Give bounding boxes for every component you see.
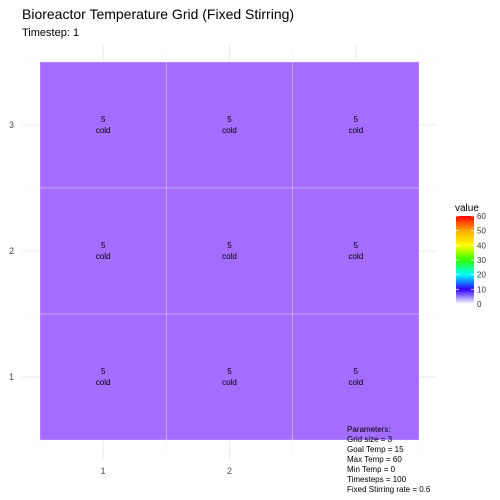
legend-tick-label: 0	[477, 300, 482, 309]
legend-tick-label: 20	[477, 271, 486, 280]
cell-value-label: 5	[354, 241, 359, 250]
heatmap-cell	[165, 61, 294, 189]
cell-value-label: 5	[101, 115, 106, 124]
param-line: Fixed Stirring rate = 0.6	[347, 485, 431, 494]
param-line: Max Temp = 60	[347, 455, 402, 464]
cell-status-label: cold	[96, 126, 111, 135]
legend-title: value	[455, 203, 479, 214]
heatmap-cell	[39, 313, 167, 441]
y-tick-label: 2	[9, 246, 14, 256]
y-axis-ticks: 1 2 3	[9, 120, 14, 382]
heatmap-cell	[39, 61, 167, 189]
parameters-annotation: Parameters: Grid size = 3 Goal Temp = 15…	[347, 425, 430, 495]
cell-status-label: cold	[348, 126, 363, 135]
y-tick-label: 1	[9, 372, 14, 382]
chart-title: Bioreactor Temperature Grid (Fixed Stirr…	[22, 6, 295, 22]
cell-status-label: cold	[222, 126, 237, 135]
color-legend: value 0 10 20 30 40 50 60	[455, 203, 486, 309]
cell-value-label: 5	[227, 241, 232, 250]
cell-labels: 5 cold 5 cold 5 cold 5 cold 5 cold 5 cold 5 cold 5 cold…	[96, 115, 363, 387]
cell-value-label: 5	[101, 367, 106, 376]
param-line: Min Temp = 0	[347, 465, 396, 474]
heatmap-cell	[165, 187, 294, 315]
cell-value-label: 5	[101, 241, 106, 250]
x-tick-label: 2	[227, 466, 232, 476]
x-tick-label: 1	[101, 466, 106, 476]
chart-subtitle: Timestep: 1	[22, 27, 80, 39]
cell-status-label: cold	[348, 252, 363, 261]
y-tick-label: 3	[9, 120, 14, 130]
heatmap-cell	[39, 187, 167, 315]
legend-tick-label: 10	[477, 285, 486, 294]
cell-value-label: 5	[354, 367, 359, 376]
heatmap-cell	[292, 187, 420, 315]
param-line: Parameters:	[347, 425, 391, 434]
heatmap-cell	[165, 313, 294, 441]
heatmap-cells	[39, 61, 420, 441]
cell-status-label: cold	[222, 378, 237, 387]
legend-tick-label: 60	[477, 212, 486, 221]
cell-value-label: 5	[354, 115, 359, 124]
cell-status-label: cold	[222, 252, 237, 261]
param-line: Goal Temp = 15	[347, 445, 404, 454]
param-line: Timesteps = 100	[347, 475, 407, 484]
legend-tick-label: 30	[477, 256, 486, 265]
heatmap-cell	[292, 313, 420, 441]
legend-tick-label: 40	[477, 241, 486, 250]
cell-status-label: cold	[96, 252, 111, 261]
cell-status-label: cold	[96, 378, 111, 387]
legend-tick-label: 50	[477, 227, 486, 236]
cell-value-label: 5	[227, 115, 232, 124]
legend-colorbar	[456, 216, 474, 304]
param-line: Grid size = 3	[347, 435, 393, 444]
heatmap-cell	[292, 61, 420, 189]
cell-value-label: 5	[227, 367, 232, 376]
cell-status-label: cold	[348, 378, 363, 387]
